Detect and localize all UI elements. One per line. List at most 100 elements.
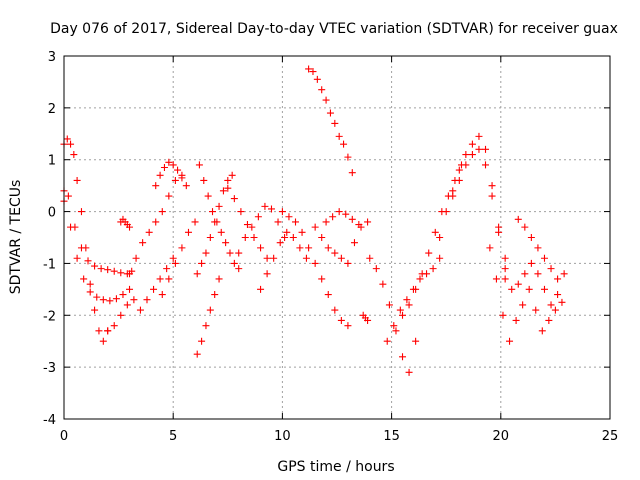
data-point [547, 301, 555, 309]
data-point [110, 322, 118, 330]
data-point [324, 244, 332, 252]
data-point [527, 259, 535, 267]
data-points [60, 65, 568, 376]
data-point [396, 306, 404, 314]
data-point [206, 306, 214, 314]
axis-ticks: 0 5 10 15 20 25 -4 -3 -2 -1 0 1 2 3 [43, 50, 618, 444]
data-point [403, 296, 411, 304]
data-point [82, 244, 90, 252]
x-tick-label: 25 [602, 429, 619, 444]
data-point [379, 280, 387, 288]
series-trace-e [117, 215, 134, 231]
data-point [130, 296, 138, 304]
data-point [278, 208, 286, 216]
data-point [482, 161, 490, 169]
data-point [348, 215, 356, 223]
series-trace-s [322, 208, 363, 229]
data-point [95, 327, 103, 335]
data-point [364, 218, 372, 226]
data-point [165, 275, 173, 283]
x-axis-label: GPS time / hours [277, 459, 394, 475]
data-point [305, 244, 313, 252]
y-tick-label: -1 [43, 257, 56, 272]
data-point [551, 306, 559, 314]
series-trace-r [311, 218, 372, 267]
series-trace-m [224, 184, 271, 262]
series-trace-b [60, 197, 134, 305]
data-point [257, 244, 265, 252]
data-point [217, 228, 225, 236]
data-point [139, 239, 147, 247]
data-point [99, 337, 107, 345]
data-point [501, 275, 509, 283]
data-point [257, 285, 265, 293]
data-point [501, 265, 509, 273]
data-point [436, 254, 444, 262]
data-point [462, 151, 470, 159]
data-point [547, 265, 555, 273]
data-point [263, 270, 271, 278]
data-point [462, 161, 470, 169]
data-point [495, 228, 503, 236]
data-point [163, 265, 171, 273]
data-point [392, 327, 400, 335]
data-point [296, 244, 304, 252]
data-point [267, 205, 275, 213]
data-point [198, 259, 206, 267]
data-point [429, 265, 437, 273]
data-point [385, 301, 393, 309]
data-point [126, 285, 134, 293]
data-point [165, 192, 173, 200]
data-point [200, 176, 208, 184]
data-point [119, 291, 127, 299]
data-point [169, 161, 177, 169]
data-point [331, 306, 339, 314]
data-point [136, 306, 144, 314]
data-point [112, 295, 120, 303]
data-point [224, 176, 232, 184]
data-point [311, 223, 319, 231]
data-point [274, 218, 282, 226]
data-point [169, 254, 177, 262]
data-point [73, 176, 81, 184]
data-point [86, 288, 94, 296]
series-trace-j [193, 275, 223, 358]
data-point [195, 161, 203, 169]
series-trace-ab [501, 259, 562, 309]
data-point [91, 262, 99, 270]
data-point [322, 218, 330, 226]
data-point [64, 192, 72, 200]
data-point [193, 270, 201, 278]
data-point [156, 171, 164, 179]
series-trace-i [158, 218, 199, 299]
data-point [209, 208, 217, 216]
data-point [335, 208, 343, 216]
data-point [93, 293, 101, 301]
chart-title: Day 076 of 2017, Sidereal Day-to-day VTE… [50, 21, 618, 37]
data-point [540, 254, 548, 262]
data-point [110, 267, 118, 275]
data-point [322, 96, 330, 104]
data-point [534, 270, 542, 278]
data-point [215, 275, 223, 283]
data-point [292, 218, 300, 226]
data-point [178, 244, 186, 252]
data-point [344, 153, 352, 161]
series-trace-g [136, 254, 177, 314]
data-point [165, 158, 173, 166]
data-point [150, 285, 158, 293]
data-point [117, 269, 125, 277]
data-point [455, 176, 463, 184]
data-point [104, 266, 112, 274]
data-point [482, 145, 490, 153]
y-tick-label: 2 [48, 102, 56, 117]
y-tick-label: -4 [43, 413, 56, 428]
data-point [235, 265, 243, 273]
data-point [519, 301, 527, 309]
data-point [318, 275, 326, 283]
data-point [372, 265, 380, 273]
data-point [193, 350, 201, 358]
data-point [152, 218, 160, 226]
series-trace-u [366, 254, 420, 376]
